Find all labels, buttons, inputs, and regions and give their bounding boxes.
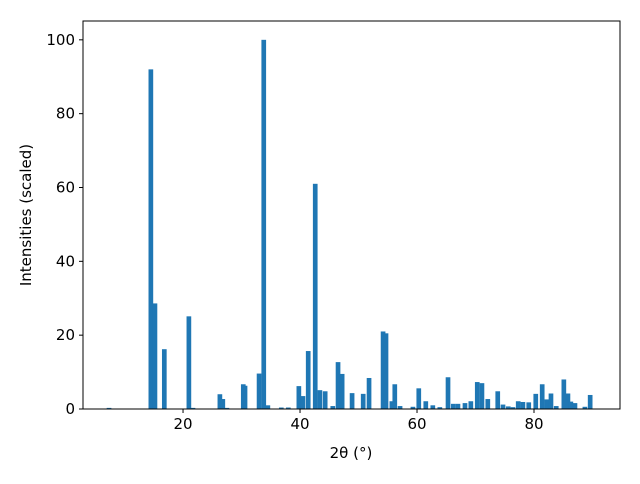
bar (339, 373, 345, 409)
bar (416, 388, 422, 409)
bar (437, 407, 443, 409)
bar (300, 396, 306, 409)
plot-frame (82, 20, 621, 410)
bar (450, 403, 456, 409)
y-axis-label: Intensities (scaled) (17, 144, 35, 286)
bar (278, 407, 284, 409)
bar (526, 402, 532, 409)
bar (561, 379, 567, 409)
x-axis-label: 2θ (°) (330, 444, 373, 462)
bar (462, 403, 468, 409)
bar (479, 383, 485, 409)
bar (161, 349, 167, 409)
bar (548, 393, 554, 409)
x-tick-label: 60 (407, 415, 426, 433)
bar (582, 406, 588, 409)
bar (430, 405, 436, 409)
bar (256, 373, 262, 409)
bar (468, 401, 474, 409)
bar (392, 384, 398, 409)
bar (317, 390, 323, 409)
bar (190, 407, 196, 409)
bar (349, 393, 355, 409)
bar (322, 391, 328, 409)
x-tick-label: 20 (173, 415, 192, 433)
y-tick-label: 100 (46, 31, 75, 49)
bar (533, 393, 539, 409)
bar (544, 399, 550, 409)
bar (565, 393, 571, 409)
bar (148, 69, 154, 409)
bar (305, 351, 311, 409)
bar (217, 394, 223, 409)
bar (224, 407, 230, 409)
y-tick-label: 60 (56, 178, 75, 196)
bar (539, 384, 545, 409)
x-tick-label: 80 (524, 415, 543, 433)
y-tick-label: 40 (56, 252, 75, 270)
y-tick-label: 80 (56, 105, 75, 123)
bar (445, 377, 451, 409)
bar (505, 406, 511, 409)
bar (360, 393, 366, 409)
bar (296, 386, 302, 409)
bar (568, 401, 574, 409)
bar (261, 39, 267, 409)
bar (106, 407, 112, 409)
bar (474, 382, 480, 409)
bar (312, 183, 318, 409)
bar (553, 406, 559, 409)
bar (410, 406, 416, 409)
bar (495, 391, 501, 409)
y-tick-label: 0 (65, 400, 75, 418)
bar (186, 316, 192, 409)
bar (265, 405, 271, 409)
y-tick-label: 20 (56, 326, 75, 344)
bar (500, 404, 506, 409)
bar (520, 401, 526, 409)
bar (572, 403, 578, 409)
bar (389, 401, 395, 409)
bar (423, 401, 429, 409)
bar (152, 303, 158, 409)
bar (587, 394, 593, 409)
bar (485, 399, 491, 409)
bar (335, 362, 341, 409)
bar (285, 407, 291, 409)
bar (455, 403, 461, 409)
bar (330, 406, 336, 409)
bar (380, 331, 386, 409)
x-tick-label: 40 (290, 415, 309, 433)
bar (515, 401, 521, 409)
bar (383, 333, 389, 409)
bar (366, 377, 372, 409)
bar (397, 406, 403, 409)
bar (242, 385, 248, 409)
bar (510, 407, 516, 409)
bar (220, 399, 226, 409)
